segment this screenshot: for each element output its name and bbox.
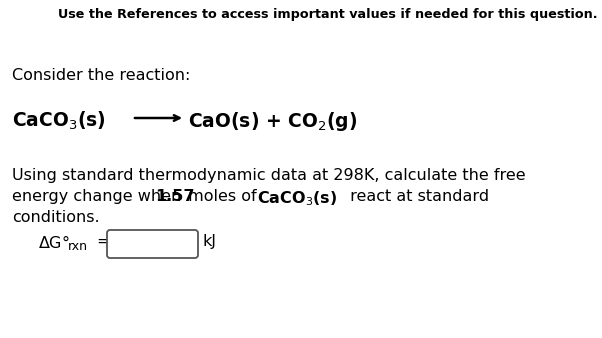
Text: 1.57: 1.57 <box>155 189 194 204</box>
FancyBboxPatch shape <box>107 230 198 258</box>
Text: Consider the reaction:: Consider the reaction: <box>12 68 190 83</box>
Text: energy change when: energy change when <box>12 189 187 204</box>
Text: moles of: moles of <box>183 189 262 204</box>
Text: Use the References to access important values if needed for this question.: Use the References to access important v… <box>58 8 598 21</box>
Text: CaO(s) + CO$_2$(g): CaO(s) + CO$_2$(g) <box>188 110 357 133</box>
Text: $\Delta$G$\degree$: $\Delta$G$\degree$ <box>38 234 70 251</box>
Text: =: = <box>96 234 110 249</box>
Text: CaCO$_3$(s): CaCO$_3$(s) <box>257 189 337 208</box>
Text: react at standard: react at standard <box>345 189 489 204</box>
Text: CaCO$_3$(s): CaCO$_3$(s) <box>12 110 106 132</box>
Text: Using standard thermodynamic data at 298K, calculate the free: Using standard thermodynamic data at 298… <box>12 168 526 183</box>
Text: conditions.: conditions. <box>12 210 99 225</box>
Text: rxn: rxn <box>68 240 88 253</box>
Text: kJ: kJ <box>202 234 216 249</box>
